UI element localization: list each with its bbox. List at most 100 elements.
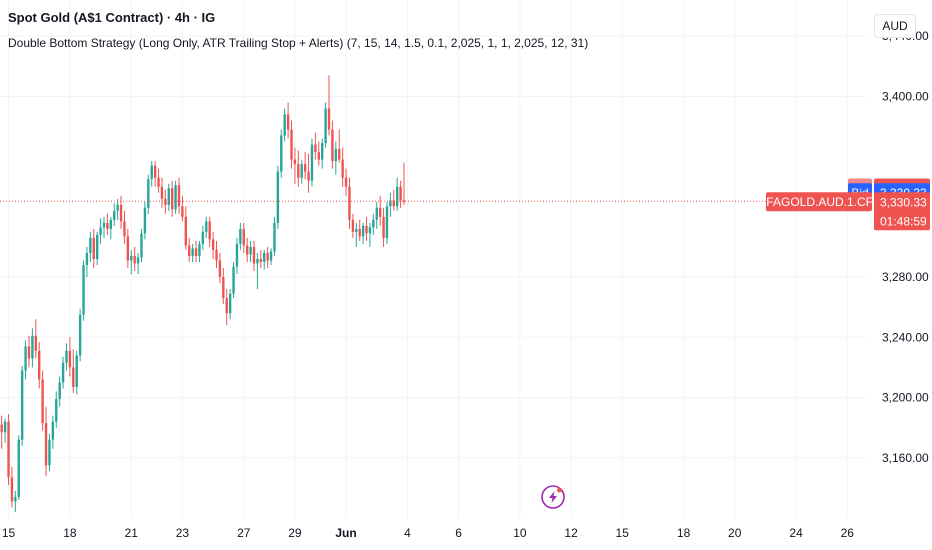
x-tick-label: 4 [404, 526, 411, 540]
candle [41, 370, 44, 431]
candle [208, 216, 211, 247]
candle [48, 433, 51, 472]
candle [273, 216, 276, 256]
candle [10, 466, 14, 508]
last-price-tag-bg [874, 192, 930, 231]
candle [348, 177, 351, 229]
candle [3, 418, 7, 443]
candle [355, 222, 358, 247]
candle [130, 249, 133, 275]
candle [17, 435, 20, 500]
candle [263, 249, 266, 270]
candle [215, 240, 218, 269]
symbol-label-bg [766, 192, 872, 212]
candle [211, 231, 215, 259]
candle [283, 108, 286, 142]
candle [34, 319, 37, 359]
candles [0, 75, 406, 512]
candle [24, 340, 27, 380]
candle [378, 195, 382, 226]
x-tick-label: 27 [237, 526, 251, 540]
candle [72, 349, 75, 394]
candle [249, 240, 252, 263]
candle [160, 177, 164, 208]
x-tick-label: 15 [616, 526, 630, 540]
x-tick-label: Jun [335, 526, 356, 540]
candle [92, 228, 95, 269]
candle [27, 335, 31, 368]
candle [136, 252, 140, 275]
candle [61, 356, 65, 389]
lightning-icon[interactable] [541, 485, 565, 509]
candle [181, 195, 184, 222]
y-tick-label: 3,400.00 [882, 89, 929, 103]
candle [252, 240, 256, 272]
x-tick-label: 24 [789, 526, 803, 540]
currency-button[interactable]: AUD [874, 14, 916, 38]
y-tick-label: 3,240.00 [882, 330, 929, 344]
candle [228, 289, 232, 320]
x-tick-label: 29 [288, 526, 302, 540]
candle [133, 246, 136, 272]
candle [188, 237, 191, 263]
candle [392, 189, 395, 211]
x-tick-label: 23 [176, 526, 190, 540]
candle [143, 201, 147, 240]
candle [351, 213, 355, 238]
candle [396, 177, 399, 211]
x-tick-label: 18 [63, 526, 77, 540]
candle [245, 237, 249, 263]
candle [286, 102, 290, 139]
chart-title: Spot Gold (A$1 Contract) · 4h · IG [8, 10, 216, 25]
time-axis[interactable]: 15 18 21 23 27 29 Jun 4 6 10 12 15 18 20 24 26 [2, 526, 854, 540]
candle [102, 216, 106, 238]
candle [320, 138, 324, 169]
candle [113, 203, 116, 226]
price-tags: Ask3,330.83Bid3,330.33CFAGOLD.AUD.1.CFA3… [758, 178, 930, 231]
candle [334, 141, 338, 175]
candle [95, 231, 99, 266]
candle [317, 141, 320, 166]
candle [51, 415, 55, 449]
candle [174, 180, 177, 214]
candle [361, 222, 365, 244]
candle [205, 216, 208, 238]
candle [358, 219, 361, 241]
candle [157, 168, 160, 193]
candle [385, 201, 389, 244]
candle [0, 415, 3, 449]
candle [225, 289, 228, 326]
candle [266, 246, 269, 269]
candle [140, 228, 143, 263]
candle [75, 350, 78, 395]
y-tick-label: 3,280.00 [882, 270, 929, 284]
candle [256, 252, 259, 290]
candle [389, 192, 392, 217]
price-axis[interactable]: 3,160.00 3,200.00 3,240.00 3,280.00 3,400.00… [882, 29, 929, 465]
candle [303, 152, 307, 180]
candle [194, 240, 198, 263]
candle [372, 213, 375, 235]
candle [327, 75, 331, 136]
x-tick-label: 21 [125, 526, 139, 540]
candle [382, 207, 385, 247]
candle [239, 222, 242, 250]
candle [109, 216, 113, 240]
candle [280, 129, 283, 178]
candle [177, 177, 181, 214]
candle [201, 225, 205, 250]
candle [402, 162, 406, 205]
candle [167, 183, 170, 211]
candle [116, 198, 119, 220]
candle [222, 268, 225, 305]
candle [314, 132, 317, 160]
candle [368, 222, 372, 247]
candle [82, 260, 85, 321]
candle [147, 174, 150, 214]
candle [14, 490, 17, 512]
indicator-legend[interactable]: Double Bottom Strategy (Long Only, ATR T… [8, 36, 589, 50]
symbol-label: CFAGOLD.AUD.1.CFA [758, 195, 881, 209]
candle [297, 150, 300, 187]
x-tick-label: 10 [513, 526, 527, 540]
